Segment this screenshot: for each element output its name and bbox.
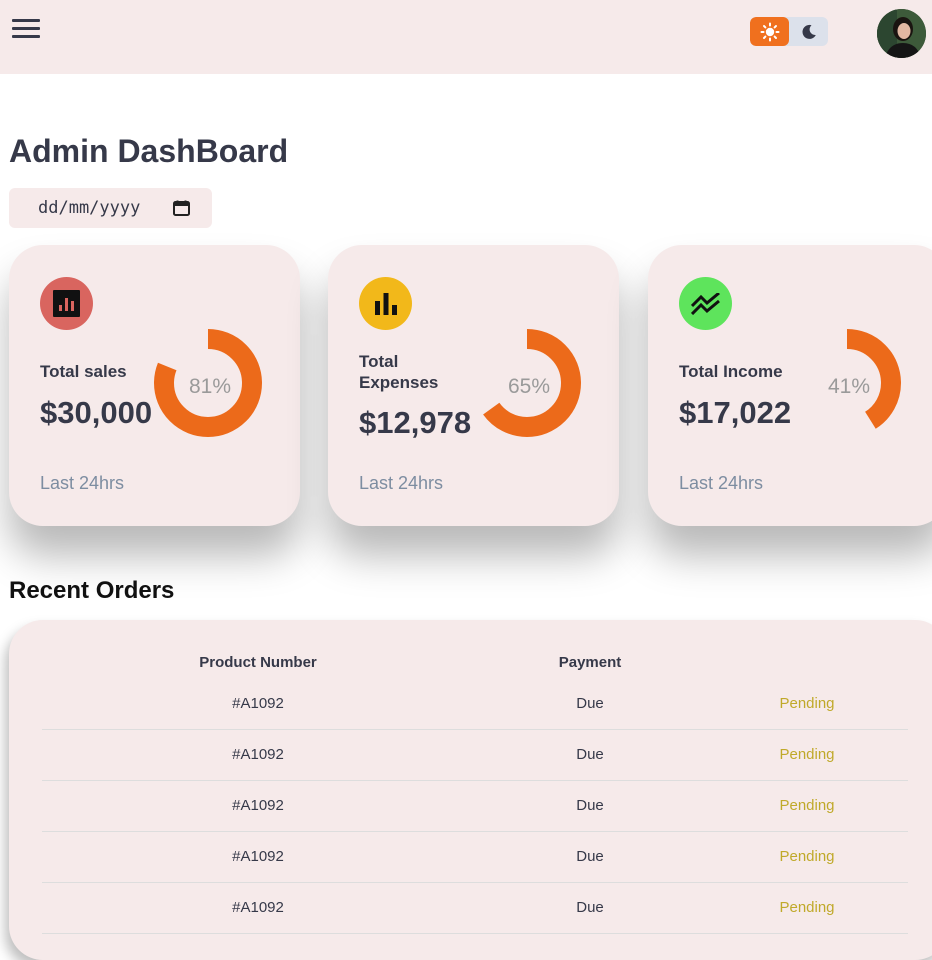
card-percent: 81% [189, 375, 232, 398]
card-total-expenses: Total Expenses $12,978 65% Last 24hrs [328, 245, 619, 526]
recent-orders-title: Recent Orders [9, 577, 175, 604]
card-total-income: Total Income $17,022 41% Last 24hrs [648, 245, 932, 526]
cell-status: Pending [706, 882, 908, 934]
date-input[interactable]: dd/mm/yyyy [9, 188, 212, 228]
calendar-icon[interactable] [173, 200, 190, 216]
table-row[interactable]: #A1092 Due Pending [42, 780, 908, 832]
sun-icon[interactable] [750, 17, 789, 46]
card-percent: 41% [828, 375, 871, 398]
card-amount: $17,022 [679, 395, 792, 430]
cell-product: #A1092 [42, 882, 474, 934]
table-row[interactable]: #A1092 Due Pending [42, 729, 908, 781]
column-header-status [706, 646, 908, 678]
cell-payment: Due [474, 729, 706, 781]
cell-status: Pending [706, 678, 908, 730]
hamburger-icon[interactable] [12, 18, 40, 40]
card-amount: $12,978 [359, 405, 472, 440]
page-title: Admin DashBoard [9, 133, 289, 169]
column-header-product: Product Number [199, 653, 317, 671]
cell-status: Pending [706, 831, 908, 883]
card-footer: Last 24hrs [40, 473, 125, 493]
progress-ring [154, 329, 262, 437]
progress-ring [473, 329, 581, 437]
cell-product: #A1092 [42, 678, 474, 730]
recent-orders-table-card: Product Number Payment #A1092 Due Pendin… [9, 620, 932, 960]
cell-product: #A1092 [42, 780, 474, 832]
theme-toggle[interactable] [750, 17, 828, 46]
date-placeholder: dd/mm/yyyy [38, 198, 141, 218]
table-header-row: Product Number Payment [42, 646, 908, 678]
top-bar [0, 0, 932, 74]
cell-status: Pending [706, 729, 908, 781]
column-header-payment: Payment [558, 653, 622, 671]
card-footer: Last 24hrs [359, 473, 444, 493]
cell-payment: Due [474, 780, 706, 832]
card-total-sales: Total sales $30,000 81% Last 24hrs [9, 245, 300, 526]
card-label: Total Expenses [359, 352, 439, 392]
cell-payment: Due [474, 882, 706, 934]
orders-table: Product Number Payment #A1092 Due Pendin… [42, 646, 908, 934]
card-amount: $30,000 [40, 395, 153, 430]
table-row[interactable]: #A1092 Due Pending [42, 678, 908, 730]
cell-product: #A1092 [42, 831, 474, 883]
analytics-icon [40, 277, 93, 330]
avatar[interactable] [877, 9, 926, 58]
cell-payment: Due [474, 678, 706, 730]
stacked-line-chart-icon [679, 277, 732, 330]
table-row[interactable]: #A1092 Due Pending [42, 882, 908, 934]
bar-chart-icon [359, 277, 412, 330]
table-row[interactable]: #A1092 Due Pending [42, 831, 908, 883]
card-footer: Last 24hrs [679, 473, 764, 493]
card-percent: 65% [508, 375, 551, 398]
moon-icon[interactable] [789, 17, 828, 46]
cell-payment: Due [474, 831, 706, 883]
cell-status: Pending [706, 780, 908, 832]
progress-ring [793, 329, 901, 437]
cell-product: #A1092 [42, 729, 474, 781]
card-label: Total sales [40, 362, 127, 381]
card-label: Total Income [679, 362, 783, 381]
